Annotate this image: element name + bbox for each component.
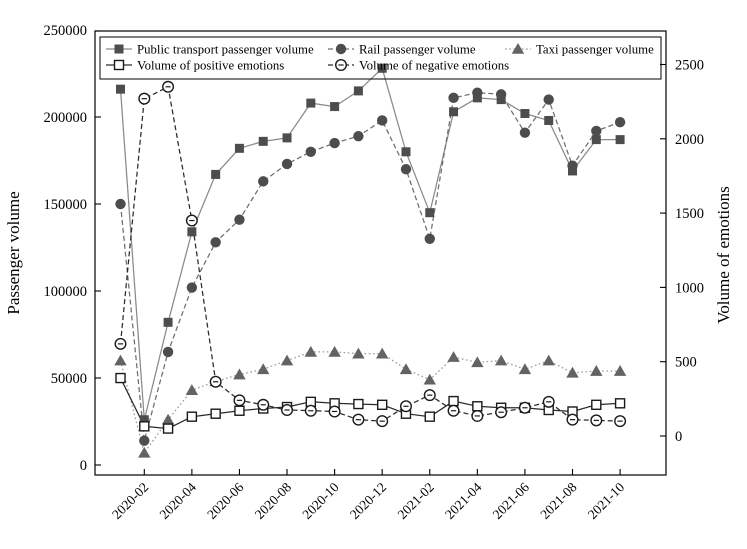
legend-item-taxi-passenger-volume: Taxi passenger volume — [505, 42, 654, 56]
series-markers-public-transport-passenger-volume — [116, 63, 625, 425]
left-tick-label: 50000 — [51, 371, 87, 387]
legend-box — [99, 36, 662, 80]
left-axis-title: Passenger volume — [4, 191, 23, 314]
left-axis-ticks: 0 50000 100000 150000 200000 250000 — [44, 23, 101, 474]
x-tick-label: 2020-02 — [109, 480, 151, 522]
legend-item-public-transport-passenger-volume: Public transport passenger volume — [106, 42, 314, 56]
right-tick-label: 2500 — [675, 58, 704, 74]
x-tick-label: 2021-02 — [394, 480, 436, 522]
x-tick-label: 2020-06 — [204, 479, 247, 522]
series-line-volume-of-negative-emotions — [119, 85, 621, 422]
series-markers-taxi-passenger-volume — [114, 345, 627, 458]
plot-frame — [94, 30, 667, 476]
x-tick-label: 2021-04 — [442, 479, 485, 522]
x-tick-label: 2021-06 — [490, 479, 533, 522]
legend-item-label: Taxi passenger volume — [536, 42, 654, 56]
x-tick-label: 2020-12 — [347, 480, 389, 522]
right-axis-title: Volume of emotions — [714, 186, 733, 324]
right-tick-label: 2000 — [675, 132, 704, 148]
left-tick-label: 150000 — [44, 197, 88, 213]
right-axis-ticks: 0 500 1000 1500 2000 2500 — [660, 58, 704, 445]
x-tick-label: 2020-10 — [299, 479, 342, 522]
left-tick-label: 200000 — [44, 110, 88, 126]
legend-item-volume-of-positive-emotions: Volume of positive emotions — [106, 58, 284, 72]
right-tick-label: 1500 — [675, 206, 704, 222]
left-tick-label: 100000 — [44, 284, 88, 300]
legend-item-label: Rail passenger volume — [359, 42, 476, 56]
right-tick-label: 0 — [675, 429, 682, 445]
legend-item-label: Volume of positive emotions — [137, 58, 284, 72]
legend-item-label: Public transport passenger volume — [137, 42, 314, 56]
series-markers-volume-of-negative-emotions — [114, 80, 627, 428]
x-tick-label: 2020-08 — [252, 479, 295, 522]
x-tick-label: 2021-08 — [537, 479, 580, 522]
x-tick-label: 2021-10 — [585, 479, 628, 522]
series-line-taxi-passenger-volume — [119, 351, 621, 455]
left-tick-label: 0 — [80, 458, 87, 474]
legend: Public transport passenger volume Rail pa… — [99, 36, 662, 80]
series-line-volume-of-positive-emotions — [119, 377, 621, 430]
legend-item-rail-passenger-volume: Rail passenger volume — [328, 42, 476, 56]
legend-item-volume-of-negative-emotions: Volume of negative emotions — [328, 58, 509, 72]
right-tick-label: 1000 — [675, 280, 704, 296]
right-tick-label: 500 — [675, 355, 697, 371]
series-markers-rail-passenger-volume — [115, 87, 626, 446]
left-tick-label: 250000 — [44, 23, 88, 39]
legend-item-label: Volume of negative emotions — [359, 58, 509, 72]
series-line-public-transport-passenger-volume — [119, 67, 621, 420]
x-axis-ticks: 2020-02 2020-04 2020-06 2020-08 2020-10 2020-… — [109, 469, 627, 522]
plot-area: 0 50000 100000 150000 200000 250000 0 500 1000 15… — [44, 23, 705, 522]
x-tick-label: 2020-04 — [157, 479, 200, 522]
